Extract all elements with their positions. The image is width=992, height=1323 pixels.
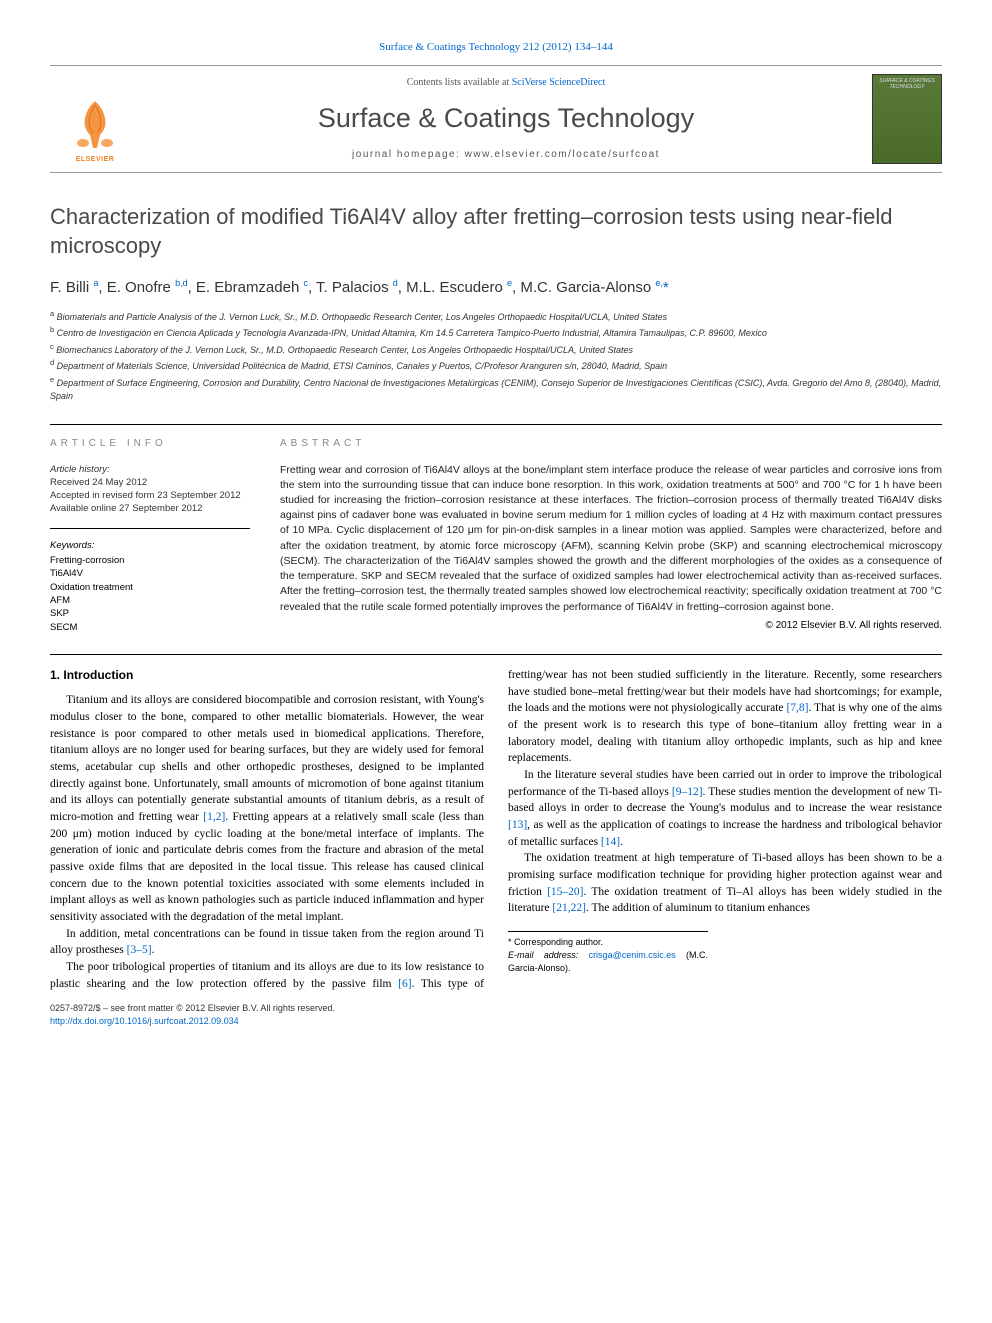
contents-prefix: Contents lists available at	[407, 77, 512, 88]
keyword-item: Fretting-corrosion	[50, 554, 250, 567]
page-footer: 0257-8972/$ – see front matter © 2012 El…	[50, 1002, 942, 1027]
article-history: Article history: Received 24 May 2012 Acc…	[50, 463, 250, 516]
keywords-label: Keywords:	[50, 539, 250, 552]
article-info-block: ARTICLE INFO Article history: Received 2…	[50, 437, 250, 634]
cover-title-text: SURFACE & COATINGS TECHNOLOGY	[877, 79, 937, 90]
abstract-text: Fretting wear and corrosion of Ti6Al4V a…	[280, 463, 942, 615]
body-paragraph: The oxidation treatment at high temperat…	[508, 850, 942, 917]
author-list: F. Billi a, E. Onofre b,d, E. Ebramzadeh…	[50, 277, 942, 298]
body-paragraph: Titanium and its alloys are considered b…	[50, 692, 484, 925]
history-label: Article history:	[50, 464, 110, 475]
abstract-copyright: © 2012 Elsevier B.V. All rights reserved…	[280, 619, 942, 633]
affiliation-line: e Department of Surface Engineering, Cor…	[50, 374, 942, 404]
doi-link[interactable]: http://dx.doi.org/10.1016/j.surfcoat.201…	[50, 1016, 239, 1026]
keyword-item: SECM	[50, 621, 250, 634]
abstract-block: ABSTRACT Fretting wear and corrosion of …	[280, 437, 942, 634]
publisher-name: ELSEVIER	[76, 155, 115, 165]
affiliation-line: c Biomechanics Laboratory of the J. Vern…	[50, 341, 942, 358]
keyword-item: SKP	[50, 607, 250, 620]
journal-homepage: journal homepage: www.elsevier.com/locat…	[140, 148, 872, 162]
section-heading: 1. Introduction	[50, 667, 484, 684]
affiliations: a Biomaterials and Particle Analysis of …	[50, 308, 942, 404]
divider-bottom	[50, 654, 942, 655]
article-title: Characterization of modified Ti6Al4V all…	[50, 203, 942, 260]
keyword-item: AFM	[50, 594, 250, 607]
contents-list-line: Contents lists available at SciVerse Sci…	[140, 76, 872, 90]
email-label: E-mail address:	[508, 950, 589, 960]
body-paragraph: In addition, metal concentrations can be…	[50, 926, 484, 959]
history-line: Accepted in revised form 23 September 20…	[50, 490, 241, 501]
article-info-header: ARTICLE INFO	[50, 437, 250, 451]
journal-cover-thumbnail: SURFACE & COATINGS TECHNOLOGY	[872, 74, 942, 164]
affiliation-line: b Centro de Investigación en Ciencia Apl…	[50, 324, 942, 341]
corresponding-author-footer: * Corresponding author. E-mail address: …	[508, 931, 708, 975]
keyword-item: Oxidation treatment	[50, 581, 250, 594]
body-paragraph: In the literature several studies have b…	[508, 767, 942, 850]
keyword-item: Ti6Al4V	[50, 567, 250, 580]
affiliation-line: a Biomaterials and Particle Analysis of …	[50, 308, 942, 325]
affiliation-line: d Department of Materials Science, Unive…	[50, 357, 942, 374]
elsevier-tree-icon	[65, 93, 125, 153]
article-body: 1. Introduction Titanium and its alloys …	[50, 667, 942, 992]
divider-top	[50, 424, 942, 425]
corr-label: * Corresponding author.	[508, 936, 708, 949]
journal-title: Surface & Coatings Technology	[140, 100, 872, 138]
history-line: Available online 27 September 2012	[50, 503, 202, 514]
sciencedirect-link[interactable]: SciVerse ScienceDirect	[512, 77, 606, 88]
publisher-logo: ELSEVIER	[50, 74, 140, 164]
history-line: Received 24 May 2012	[50, 477, 147, 488]
top-citation: Surface & Coatings Technology 212 (2012)…	[50, 40, 942, 55]
citation-link[interactable]: Surface & Coatings Technology 212 (2012)…	[379, 41, 613, 53]
section-number: 1.	[50, 668, 60, 682]
corr-email-link[interactable]: crisga@cenim.csic.es	[589, 950, 676, 960]
front-matter-line: 0257-8972/$ – see front matter © 2012 El…	[50, 1002, 942, 1015]
keywords-block: Keywords: Fretting-corrosionTi6Al4VOxida…	[50, 539, 250, 634]
info-divider	[50, 528, 250, 529]
abstract-header: ABSTRACT	[280, 437, 942, 451]
section-title-text: Introduction	[63, 668, 133, 682]
journal-header: ELSEVIER Contents lists available at Sci…	[50, 65, 942, 173]
